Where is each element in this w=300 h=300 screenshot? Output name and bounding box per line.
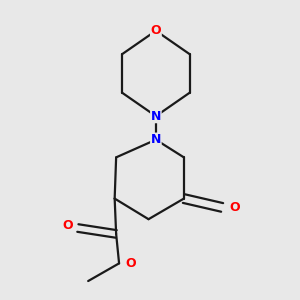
Text: N: N [151,133,161,146]
Text: O: O [151,24,161,37]
Text: O: O [125,257,136,270]
Text: O: O [230,201,240,214]
Text: N: N [151,110,161,123]
Text: O: O [62,219,73,232]
